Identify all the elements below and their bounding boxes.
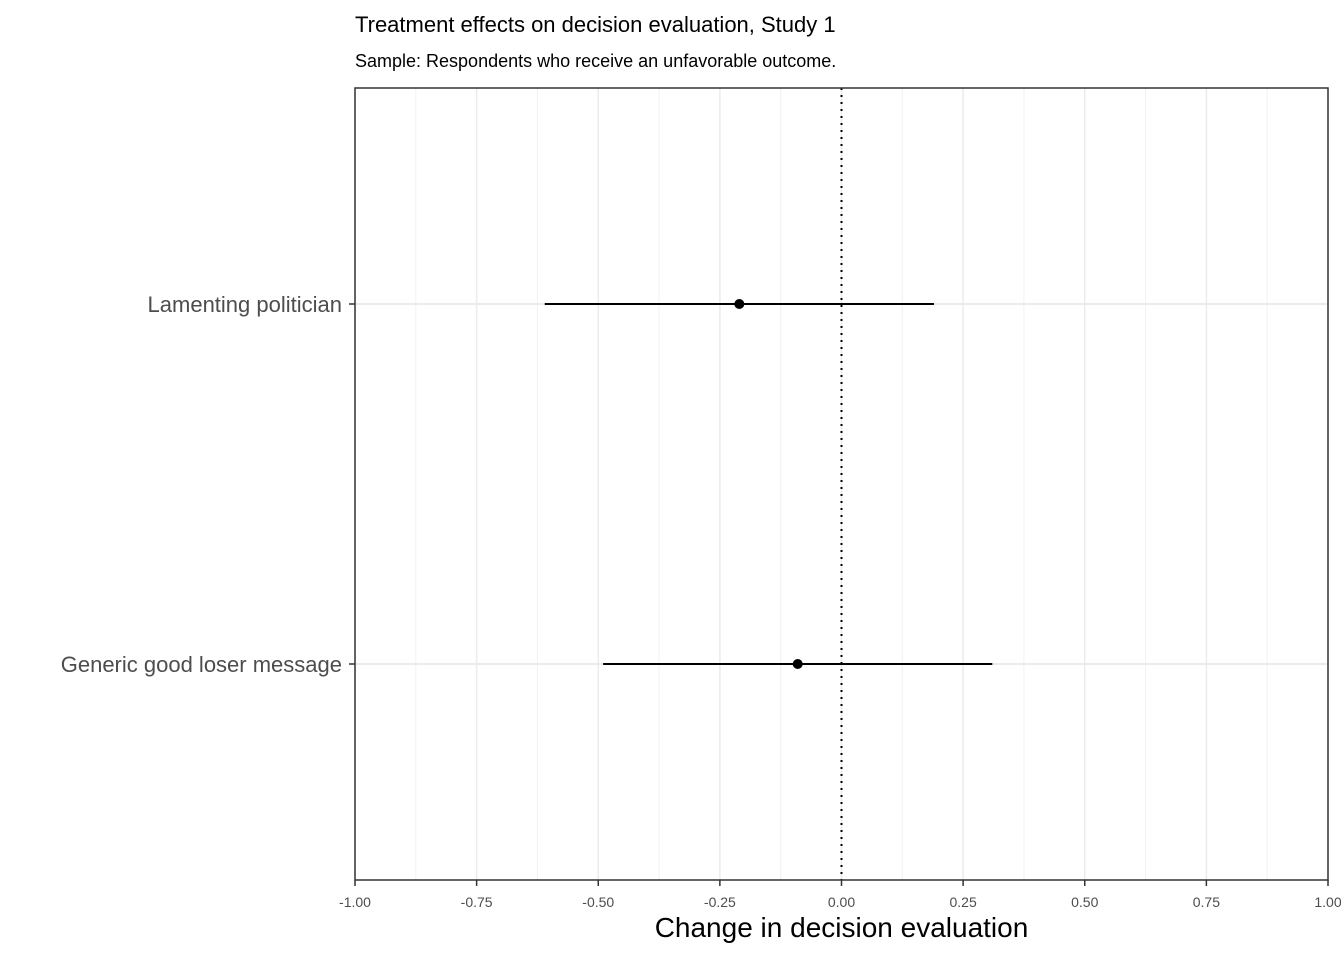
x-tick-label: -0.75	[461, 894, 493, 910]
chart-subtitle: Sample: Respondents who receive an unfav…	[355, 51, 837, 71]
x-tick-label: 0.00	[828, 894, 855, 910]
x-tick-label: -0.50	[582, 894, 614, 910]
x-tick-label: 1.00	[1314, 894, 1341, 910]
x-tick-label: 0.75	[1193, 894, 1220, 910]
marks-layer	[544, 299, 993, 669]
x-tick-label: -0.25	[704, 894, 736, 910]
x-tick-label: 0.50	[1071, 894, 1098, 910]
x-axis-label: Change in decision evaluation	[654, 912, 1029, 943]
point-estimate	[792, 659, 803, 669]
y-tick-label: Generic good loser message	[61, 652, 342, 677]
x-tick-label: 0.25	[950, 894, 977, 910]
point-estimate	[734, 299, 745, 309]
y-tick-label: Lamenting politician	[148, 292, 342, 317]
x-tick-label: -1.00	[339, 894, 371, 910]
chart-title: Treatment effects on decision evaluation…	[355, 12, 836, 37]
axes-layer: -1.00 -0.75 -0.50 -0.25 0.00 0.25 0.50 0.75 1.00…	[61, 87, 1342, 910]
